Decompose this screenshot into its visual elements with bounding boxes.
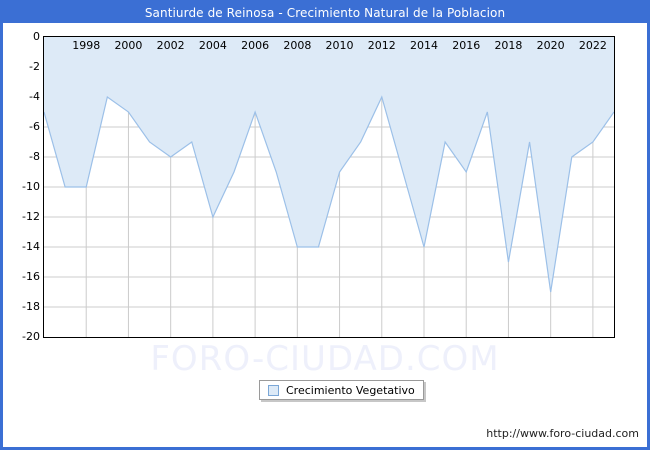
y-axis-tick-label: -4: [29, 90, 40, 103]
window-title: Santiurde de Reinosa - Crecimiento Natur…: [3, 3, 647, 23]
legend-swatch-icon: [268, 384, 279, 396]
x-axis-tick-label: 2018: [494, 39, 523, 52]
x-axis-tick-label: 2008: [283, 39, 312, 52]
y-axis-tick-label: -18: [22, 300, 40, 313]
y-axis-tick-label: -12: [22, 210, 40, 223]
x-axis-tick-label: 1998: [72, 39, 101, 52]
y-axis-tick-label: -10: [22, 180, 40, 193]
y-axis-tick-label: -14: [22, 240, 40, 253]
x-axis-tick-label: 2014: [410, 39, 438, 52]
watermark: FORO-CIUDAD.COM: [150, 339, 500, 379]
y-axis-tick-label: -20: [22, 330, 40, 343]
legend-label: Crecimiento Vegetativo: [286, 383, 415, 397]
plot-area: 1998 2000 2002 2004 2006 2008 2010 2012 2014 2016…: [43, 36, 615, 338]
y-axis-tick-label: -6: [29, 120, 40, 133]
source-url: http://www.foro-ciudad.com: [486, 427, 639, 440]
x-axis-tick-label: 2006: [241, 39, 270, 52]
series-line-crecimiento-vegetativo: [44, 95, 614, 293]
chart-legend: Crecimiento Vegetativo: [259, 380, 424, 400]
y-axis-tick-label: 0: [33, 30, 40, 43]
x-axis-tick-label: 2002: [156, 39, 185, 52]
chart-svg: [44, 37, 614, 337]
x-axis-tick-label: 2022: [578, 39, 607, 52]
y-axis-tick-label: -8: [29, 150, 40, 163]
y-axis-tick-label: -2: [29, 60, 40, 73]
y-axis: 0 -2 -4 -6 -8 -10 -12 -14 -16 -18 -20: [3, 31, 40, 342]
x-axis-tick-label: 2016: [452, 39, 481, 52]
x-axis-tick-label: 2020: [536, 39, 565, 52]
y-axis-tick-label: -16: [22, 270, 40, 283]
x-axis-tick-label: 2010: [325, 39, 354, 52]
series-area-crecimiento-vegetativo: [44, 37, 614, 292]
x-axis-tick-label: 2000: [114, 39, 143, 52]
x-axis-tick-label: 2004: [198, 39, 227, 52]
x-axis-tick-label: 2012: [367, 39, 396, 52]
